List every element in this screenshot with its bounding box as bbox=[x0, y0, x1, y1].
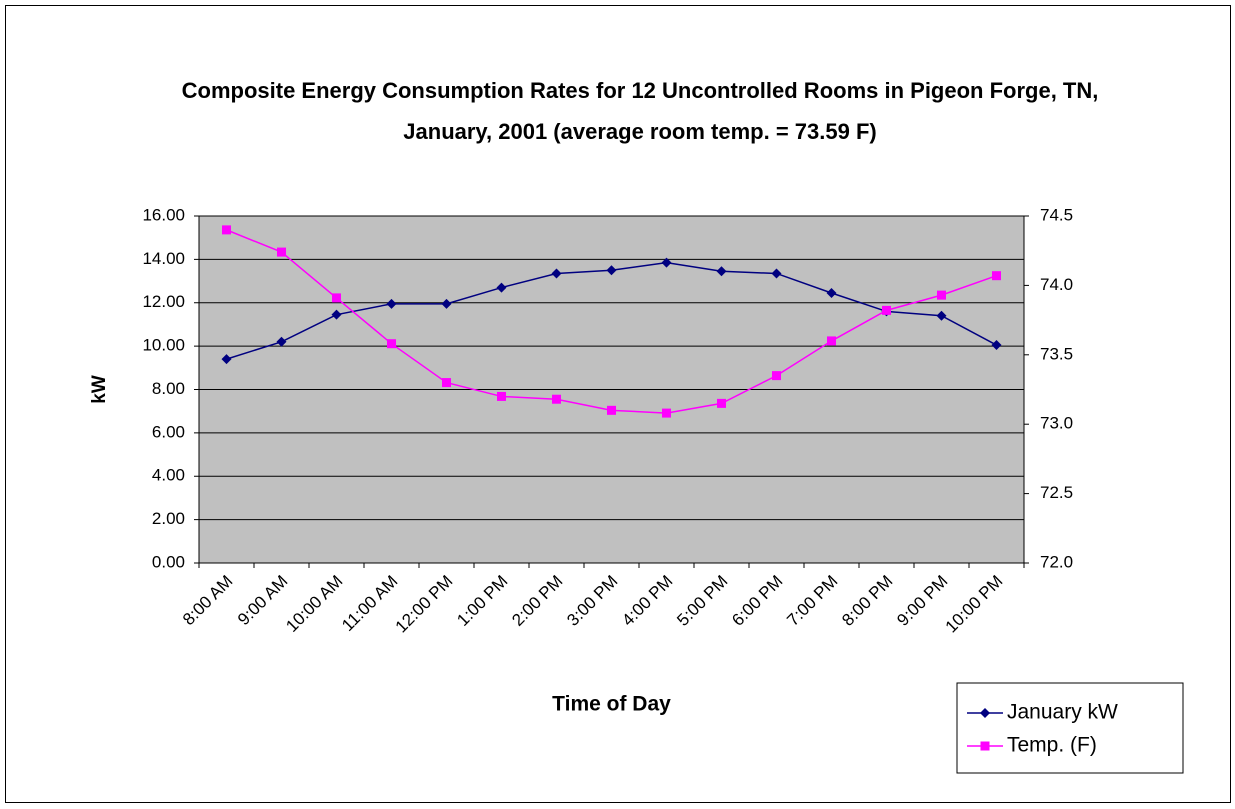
data-point bbox=[332, 293, 341, 303]
data-point bbox=[992, 271, 1001, 281]
data-point bbox=[277, 247, 286, 257]
data-point bbox=[551, 268, 562, 279]
y-tick-label: 6.00 bbox=[152, 422, 185, 441]
y2-tick-label: 72.0 bbox=[1040, 552, 1073, 571]
data-point bbox=[827, 336, 836, 346]
data-point bbox=[496, 282, 507, 293]
data-point bbox=[991, 340, 1002, 351]
x-axis-title: Time of Day bbox=[552, 693, 671, 716]
legend-marker bbox=[980, 708, 990, 718]
data-point bbox=[826, 287, 837, 298]
data-point bbox=[936, 310, 947, 321]
data-point bbox=[222, 225, 231, 235]
data-point bbox=[771, 268, 782, 279]
y-tick-label: 0.00 bbox=[152, 552, 185, 571]
data-point bbox=[331, 309, 342, 320]
data-point bbox=[606, 265, 617, 276]
data-point bbox=[937, 290, 946, 300]
data-point bbox=[717, 398, 726, 408]
data-point bbox=[661, 257, 672, 268]
y-tick-label: 4.00 bbox=[152, 466, 185, 485]
y2-tick-label: 74.0 bbox=[1040, 275, 1073, 294]
data-point bbox=[552, 394, 561, 404]
legend: January kW Temp. (F) bbox=[956, 682, 1184, 774]
legend-marker bbox=[980, 741, 990, 751]
legend-label: January kW bbox=[1007, 701, 1118, 724]
y2-tick-label: 73.5 bbox=[1040, 344, 1073, 363]
data-point bbox=[607, 405, 616, 415]
data-point bbox=[441, 298, 452, 309]
y2-tick-label: 74.5 bbox=[1040, 205, 1073, 224]
legend-box bbox=[956, 682, 1184, 774]
y-tick-label: 12.00 bbox=[142, 292, 185, 311]
chart-title: Composite Energy Consumption Rates for 1… bbox=[181, 78, 1099, 144]
y-tick-label: 10.00 bbox=[142, 336, 185, 355]
data-point bbox=[386, 298, 397, 309]
data-point bbox=[772, 371, 781, 381]
y2-tick-label: 72.5 bbox=[1040, 483, 1073, 502]
data-point bbox=[442, 378, 451, 388]
data-point bbox=[221, 354, 232, 365]
data-point bbox=[387, 339, 396, 349]
y-tick-label: 14.00 bbox=[142, 249, 185, 268]
data-point bbox=[882, 305, 891, 315]
y2-tick-label: 73.0 bbox=[1040, 414, 1073, 433]
data-point bbox=[276, 336, 287, 347]
y-axis-title: kW bbox=[89, 375, 110, 404]
y-tick-label: 8.00 bbox=[152, 379, 185, 398]
data-point bbox=[716, 266, 727, 277]
y-tick-label: 16.00 bbox=[142, 205, 185, 224]
y-tick-label: 2.00 bbox=[152, 509, 185, 528]
data-point bbox=[497, 391, 506, 401]
data-point bbox=[662, 408, 671, 418]
legend-label: Temp. (F) bbox=[1007, 734, 1097, 757]
